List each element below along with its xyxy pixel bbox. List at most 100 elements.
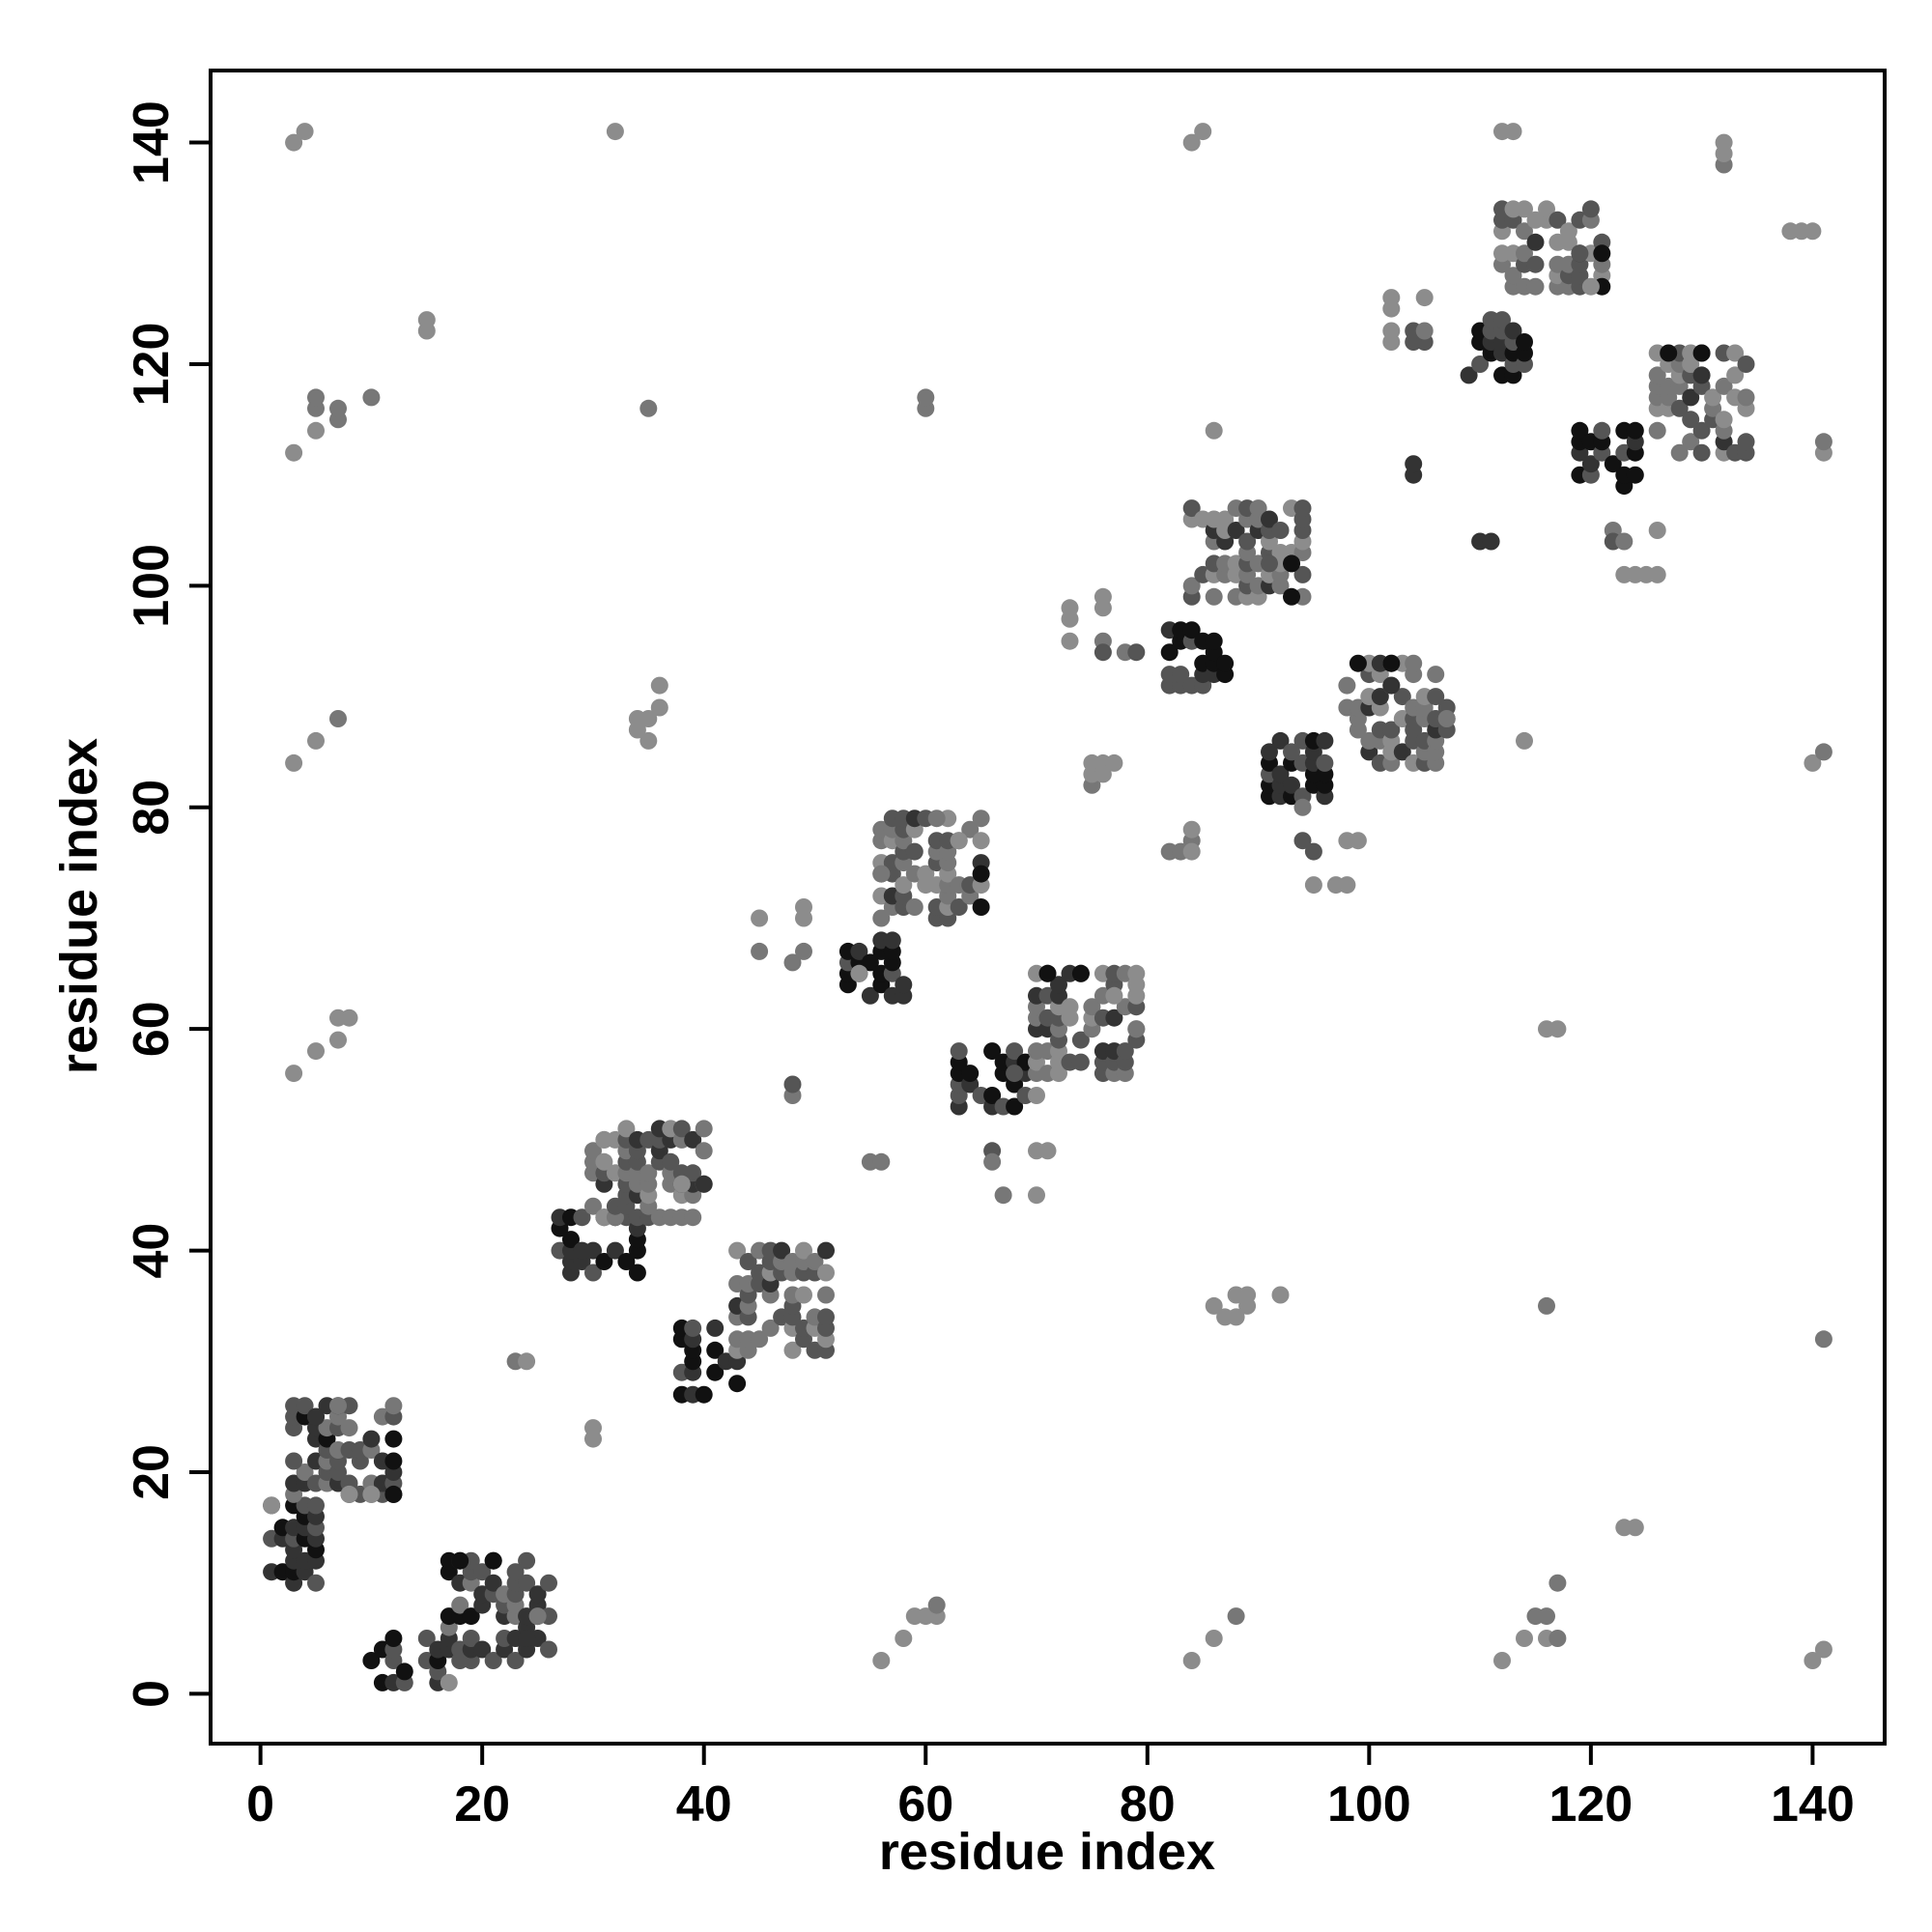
y-tick-label: 60 <box>124 1001 180 1057</box>
contact-point <box>950 832 968 850</box>
contact-point <box>1626 1519 1644 1537</box>
contact-point <box>307 731 325 750</box>
contact-point <box>1382 289 1401 307</box>
contact-point <box>695 1175 713 1193</box>
contact-point <box>1460 366 1478 384</box>
contact-point <box>384 1397 403 1415</box>
contact-point <box>850 964 868 982</box>
contact-point <box>1316 753 1334 772</box>
contact-point <box>1028 1087 1045 1104</box>
contact-point <box>1182 577 1201 595</box>
contact-point <box>728 1241 747 1260</box>
contact-point <box>684 1208 702 1227</box>
contact-point <box>1405 654 1423 672</box>
contact-point <box>1516 1630 1533 1647</box>
contact-point <box>1504 267 1522 285</box>
contact-point <box>650 676 668 695</box>
contact-point <box>1427 666 1445 684</box>
contact-point <box>1105 753 1123 772</box>
contact-point <box>684 1164 702 1182</box>
contact-point <box>706 1363 724 1381</box>
contact-point <box>1105 1009 1123 1027</box>
contact-point <box>285 133 303 152</box>
contact-point <box>706 1319 724 1337</box>
contact-point <box>905 898 923 916</box>
contact-point <box>329 1397 347 1415</box>
contact-point <box>1238 1296 1257 1315</box>
contact-point <box>1283 587 1300 606</box>
contact-point <box>528 1585 547 1604</box>
contact-point <box>1338 676 1356 695</box>
contact-point <box>296 1463 314 1481</box>
contact-point <box>606 1241 624 1260</box>
contact-point <box>927 810 946 828</box>
contact-point <box>506 1652 525 1669</box>
contact-point <box>1581 200 1600 218</box>
contact-point <box>285 443 303 462</box>
contact-point <box>1682 388 1700 407</box>
contact-point <box>417 322 436 340</box>
contact-point <box>1050 976 1067 994</box>
contact-point <box>1261 510 1278 528</box>
x-tick-label: 0 <box>246 1776 274 1833</box>
contact-point <box>1227 522 1245 539</box>
contact-point <box>1814 433 1833 451</box>
contact-point <box>1028 1186 1045 1205</box>
contact-point <box>628 710 646 727</box>
contact-point <box>1559 222 1577 241</box>
contact-point <box>584 1419 602 1437</box>
contact-point <box>795 1286 812 1304</box>
contact-point <box>1271 765 1290 783</box>
contact-point <box>817 1286 835 1304</box>
contact-point <box>1626 421 1644 440</box>
contact-point <box>617 1253 636 1270</box>
contact-point <box>285 1452 303 1470</box>
contact-point <box>1205 1630 1223 1647</box>
contact-point <box>1615 532 1634 551</box>
contact-point <box>1316 731 1334 750</box>
contact-point <box>540 1640 557 1659</box>
contact-point <box>950 898 968 916</box>
contact-point <box>1349 654 1367 672</box>
contact-point <box>1261 743 1278 761</box>
contact-point <box>573 1208 591 1227</box>
contact-point <box>1692 421 1711 440</box>
contact-point <box>1516 244 1533 263</box>
contact-point <box>983 1087 1002 1104</box>
contact-point <box>1371 688 1389 706</box>
contact-point <box>1127 643 1146 662</box>
contact-point <box>1415 289 1434 307</box>
contact-point <box>961 820 980 838</box>
contact-point <box>1593 421 1611 440</box>
contact-point <box>1094 587 1112 606</box>
contact-point <box>1182 820 1201 838</box>
contact-point <box>817 1264 835 1282</box>
contact-point <box>484 1574 502 1592</box>
contact-point <box>1249 499 1267 518</box>
contact-point <box>340 1419 358 1437</box>
contact-point <box>473 1640 492 1659</box>
contact-point <box>584 1241 602 1260</box>
contact-point <box>872 909 891 927</box>
contact-point <box>307 388 325 407</box>
contact-point <box>905 842 923 861</box>
contact-point <box>307 1574 325 1592</box>
contact-point <box>484 1551 502 1570</box>
contact-point <box>1382 676 1401 695</box>
contact-point <box>1071 1031 1090 1049</box>
contact-point <box>1182 1652 1201 1669</box>
contact-point <box>1437 710 1456 727</box>
contact-point <box>1804 753 1822 772</box>
contact-point <box>1415 322 1434 340</box>
contact-point <box>584 1197 602 1215</box>
contact-point <box>1338 876 1356 895</box>
contact-point <box>1382 654 1401 672</box>
contact-point <box>595 1152 613 1171</box>
y-tick-label: 20 <box>124 1444 180 1500</box>
contact-point <box>1061 632 1079 650</box>
contact-point <box>285 753 303 772</box>
contact-point <box>462 1607 480 1626</box>
contact-point <box>1526 233 1545 251</box>
x-tick-label: 40 <box>676 1776 732 1833</box>
contact-point <box>1182 133 1201 152</box>
